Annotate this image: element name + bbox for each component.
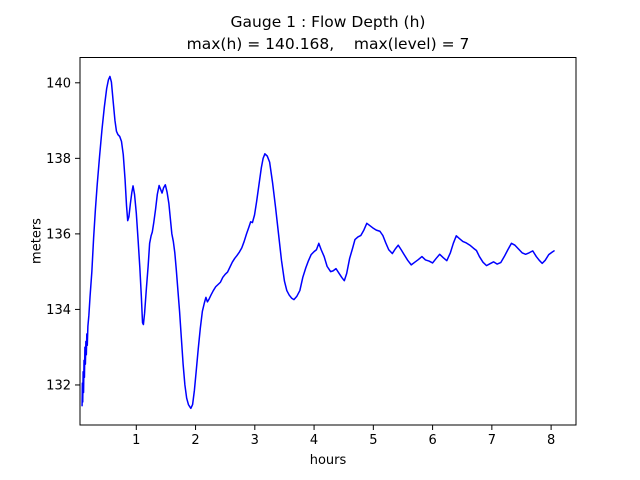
x-tick-label: 1 <box>132 433 140 448</box>
chart-title: Gauge 1 : Flow Depth (h) <box>230 13 426 31</box>
y-tick-label: 132 <box>46 378 71 393</box>
x-tick-label: 6 <box>428 433 436 448</box>
flow-depth-line <box>81 75 555 410</box>
x-tick-label: 8 <box>547 433 555 448</box>
x-tick-label: 3 <box>251 433 259 448</box>
chart-subtitle: max(h) = 140.168, max(level) = 7 <box>186 35 470 53</box>
x-axis-label: hours <box>309 453 347 468</box>
x-tick-label: 5 <box>369 433 377 448</box>
chart-title-block: Gauge 1 : Flow Depth (h) max(h) = 140.16… <box>80 11 576 55</box>
x-tick-label: 4 <box>310 433 318 448</box>
x-tick-label: 7 <box>488 433 496 448</box>
plot-area-border <box>79 57 577 426</box>
y-tick-label: 134 <box>46 303 71 318</box>
y-tick-label: 138 <box>46 152 71 167</box>
y-tick-label: 136 <box>46 227 71 242</box>
x-tick-label: 2 <box>191 433 199 448</box>
y-axis-ticks: 132 134 136 138 140 <box>46 76 80 393</box>
x-axis-ticks: 1 2 3 4 5 6 7 8 <box>132 425 555 448</box>
y-tick-label: 140 <box>46 76 71 91</box>
